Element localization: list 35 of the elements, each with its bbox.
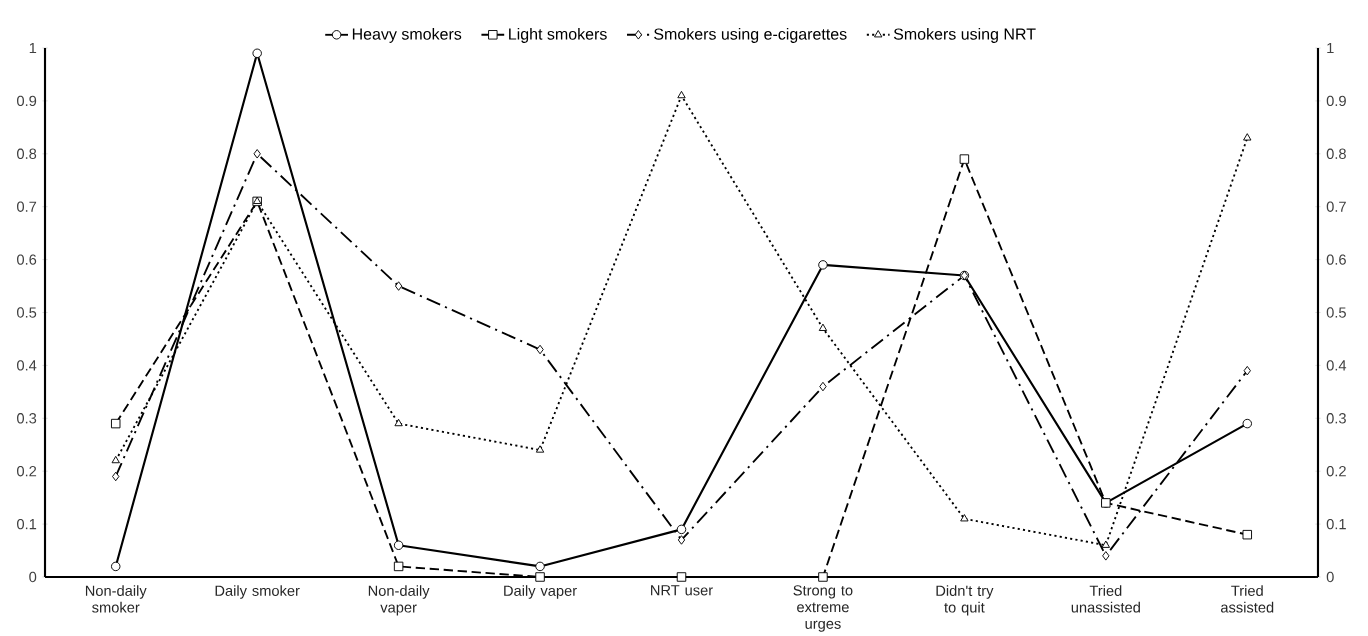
- x-tick-label: Non-daily smoker: [85, 585, 147, 613]
- y-tick-label: 0.7: [17, 201, 37, 212]
- y2-tick-label: 1: [1327, 42, 1334, 53]
- y2-tick-label: 0.9: [1326, 95, 1346, 106]
- y-tick-label: 0: [29, 571, 37, 583]
- y-tick-label: 1: [29, 42, 37, 53]
- y-tick-label: 0.6: [17, 254, 37, 265]
- x-tick-label: Daily vaper: [504, 585, 577, 599]
- legend-label: Light smokers: [509, 27, 607, 43]
- legend-label: Smokers using e-cigarettes: [654, 27, 847, 43]
- y-tick-label: 0.3: [17, 413, 37, 424]
- x-tick-label: Strong to extreme urges: [793, 585, 853, 632]
- x-tick-label: Tried unassisted: [1071, 585, 1140, 613]
- y2-tick-label: 0: [1326, 571, 1334, 583]
- y-tick-label: 0.2: [17, 465, 37, 477]
- x-tick-label: Non-daily vaper: [368, 585, 430, 616]
- y-tick-label: 0.8: [17, 148, 37, 159]
- y2-tick-label: 0.5: [1326, 307, 1346, 318]
- y2-tick-label: 0.3: [1326, 413, 1346, 424]
- y-tick-label: 0.5: [17, 307, 37, 318]
- y2-tick-label: 0.2: [1326, 465, 1346, 477]
- y-tick-label: 0.9: [17, 95, 37, 106]
- x-tick-label: NRT user: [651, 585, 713, 596]
- legend-label: Smokers using NRT: [893, 27, 1036, 43]
- x-tick-label: Tried assisted: [1221, 585, 1274, 613]
- y2-tick-label: 0.8: [1326, 148, 1346, 159]
- x-tick-label: Daily smoker: [215, 585, 300, 599]
- y2-tick-label: 0.7: [1326, 201, 1346, 212]
- legend-label: Heavy smokers: [352, 27, 462, 43]
- y-tick-label: 0.1: [17, 518, 37, 530]
- y2-tick-label: 0.4: [1326, 360, 1347, 371]
- y-tick-label: 0.4: [17, 360, 37, 371]
- y2-tick-label: 0.1: [1326, 518, 1346, 530]
- x-tick-label: Didn't try to quit: [936, 585, 994, 616]
- y2-tick-label: 0.6: [1326, 254, 1346, 265]
